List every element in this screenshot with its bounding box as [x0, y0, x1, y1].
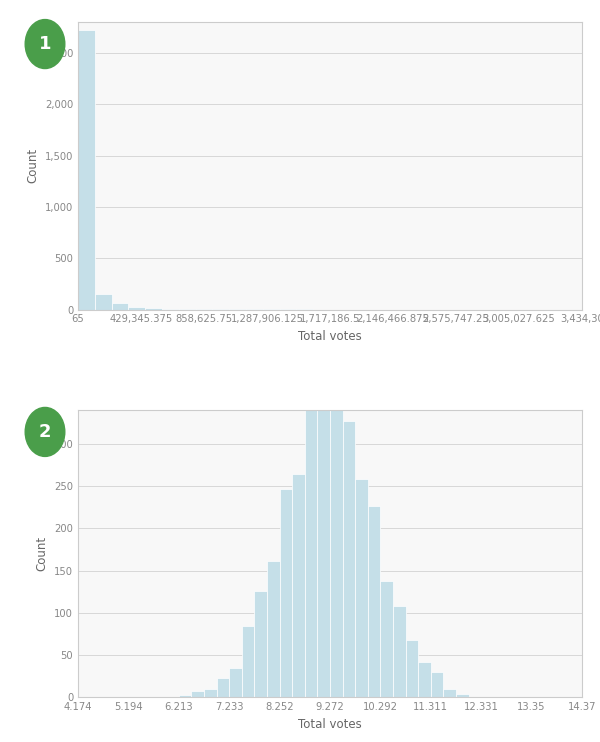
Bar [95, 294, 112, 309]
Y-axis label: Count: Count [35, 536, 49, 571]
Bar [78, 30, 95, 309]
Bar [317, 410, 330, 697]
Bar [229, 668, 242, 697]
Bar [406, 640, 418, 697]
Y-axis label: Count: Count [26, 148, 39, 183]
Bar [368, 507, 380, 697]
Bar [431, 672, 443, 697]
Bar [204, 689, 217, 697]
Bar [145, 308, 162, 309]
Bar [292, 473, 305, 697]
Bar [443, 689, 456, 697]
Text: 2: 2 [39, 423, 51, 441]
Text: 1: 1 [39, 35, 51, 53]
Bar [112, 303, 128, 309]
Bar [418, 662, 431, 697]
Bar [267, 562, 280, 697]
Bar [280, 489, 292, 697]
Bar [330, 410, 343, 697]
Bar [355, 479, 368, 697]
Bar [254, 591, 267, 697]
Bar [343, 421, 355, 697]
Bar [191, 691, 204, 697]
X-axis label: Total votes: Total votes [298, 330, 362, 343]
Bar [305, 408, 317, 697]
Bar [456, 694, 469, 697]
Bar [393, 606, 406, 697]
Bar [242, 626, 254, 697]
Bar [179, 695, 191, 697]
Bar [217, 678, 229, 697]
X-axis label: Total votes: Total votes [298, 718, 362, 731]
Bar [380, 581, 393, 697]
Bar [128, 307, 145, 309]
